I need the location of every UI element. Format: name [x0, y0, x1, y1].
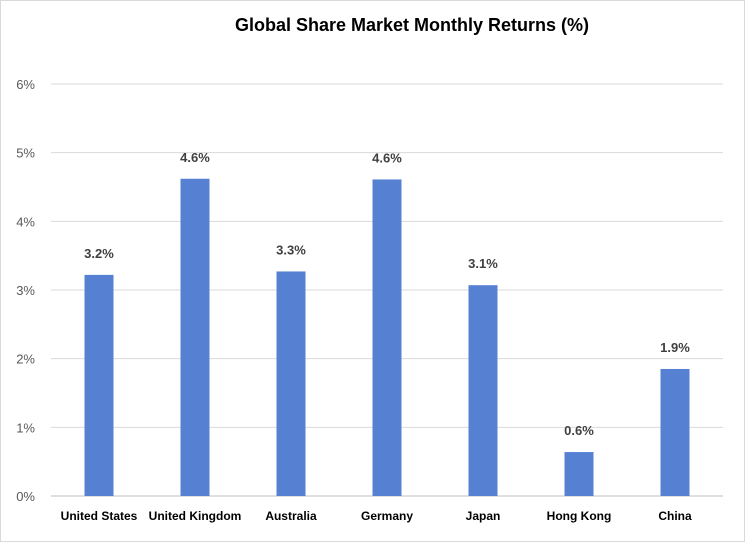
bars [84, 178, 690, 497]
x-axis-ticks: United States United Kingdom Australia Germ… [61, 509, 692, 523]
data-label: 4.6% [180, 150, 210, 165]
bar [660, 368, 690, 496]
data-label: 4.6% [372, 150, 402, 165]
bar [468, 285, 498, 496]
bar [84, 274, 114, 496]
x-tick-label: China [658, 509, 692, 523]
x-tick-label: Japan [466, 509, 501, 523]
data-labels: 3.2% 4.6% 3.3% 4.6% 3.1% 0.6% 1.9% [84, 150, 690, 438]
y-tick-label: 3% [16, 283, 35, 298]
data-label: 3.1% [468, 256, 498, 271]
x-tick-label: Australia [265, 509, 317, 523]
x-tick-label: Hong Kong [547, 509, 612, 523]
y-tick-label: 0% [16, 489, 35, 504]
x-tick-label: United Kingdom [149, 509, 242, 523]
y-tick-label: 5% [16, 146, 35, 161]
y-tick-label: 4% [16, 214, 35, 229]
data-label: 0.6% [564, 423, 594, 438]
x-tick-label: Germany [361, 509, 413, 523]
bar [276, 271, 306, 496]
bar [372, 179, 402, 497]
data-label: 1.9% [660, 340, 690, 355]
y-tick-label: 1% [16, 420, 35, 435]
chart-title: Global Share Market Monthly Returns (%) [235, 15, 589, 35]
data-label: 3.2% [84, 246, 114, 261]
x-tick-label: United States [61, 509, 138, 523]
y-tick-label: 2% [16, 352, 35, 367]
y-axis-ticks: 0% 1% 2% 3% 4% 5% 6% [16, 77, 35, 504]
data-label: 3.3% [276, 242, 306, 257]
bar [564, 452, 594, 496]
y-tick-label: 6% [16, 77, 35, 92]
bar [180, 178, 210, 496]
